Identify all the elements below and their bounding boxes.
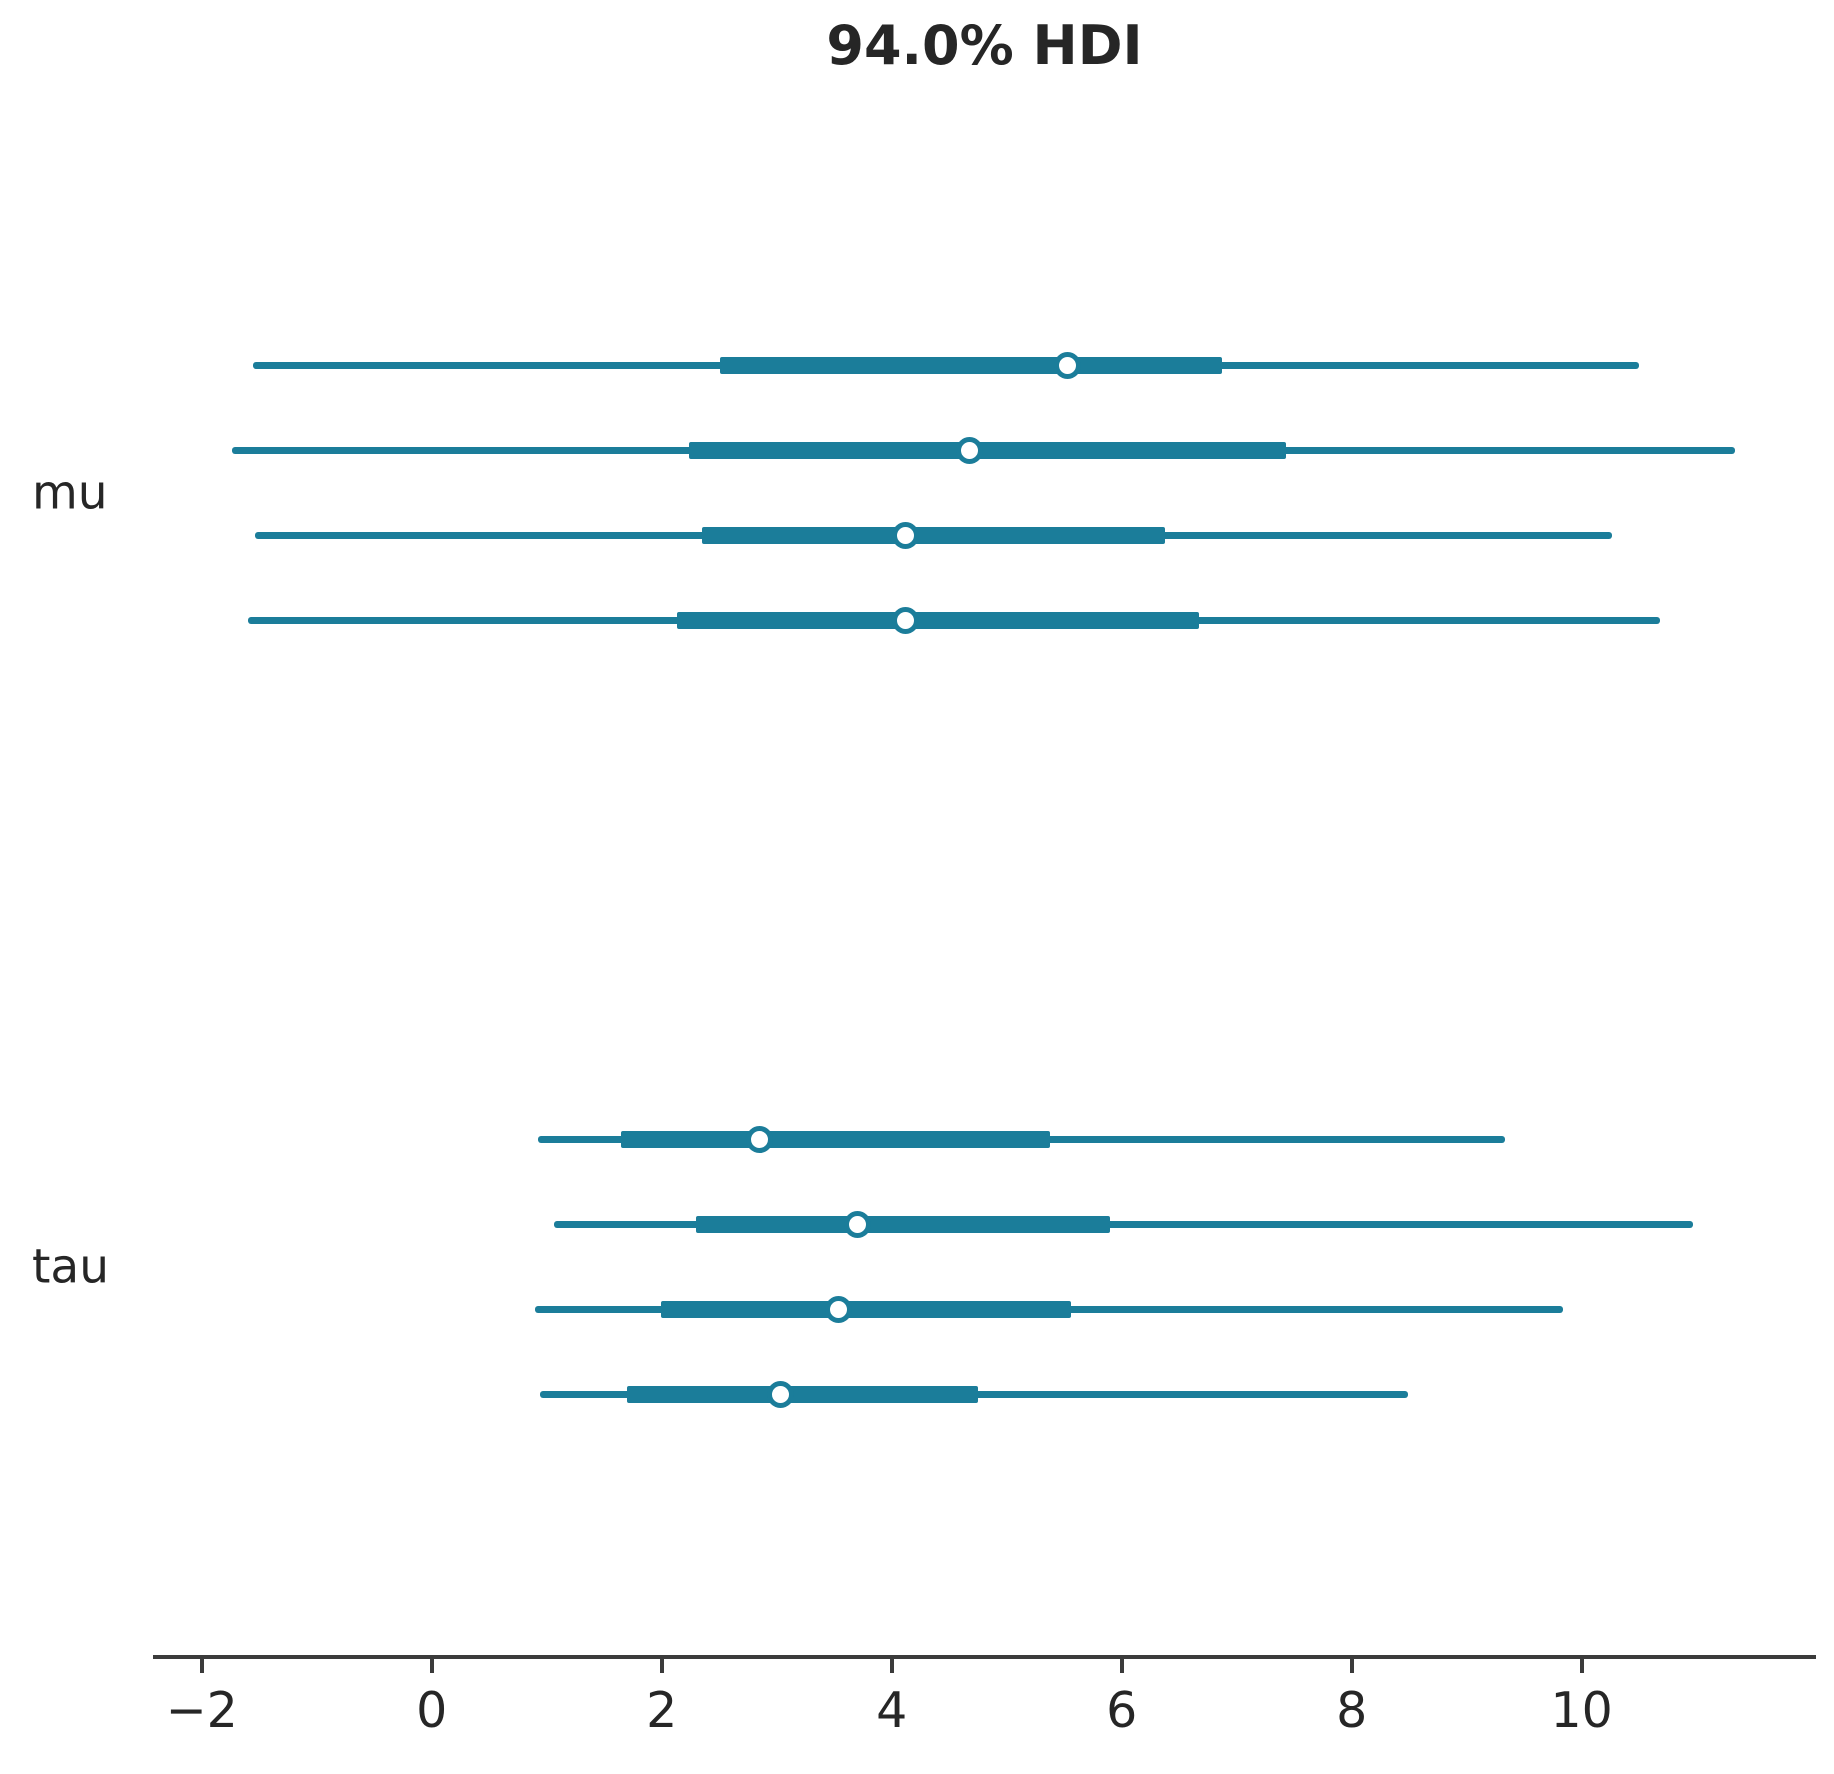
x-tick-label: 0 xyxy=(416,1682,448,1739)
median-marker-mu-chain3 xyxy=(892,606,919,634)
iqr-interval-mu-chain1 xyxy=(689,441,1287,459)
median-marker-mu-chain2 xyxy=(892,521,919,549)
x-tick-mark xyxy=(889,1659,894,1673)
iqr-interval-mu-chain2 xyxy=(701,526,1166,544)
median-marker-mu-chain0 xyxy=(1054,351,1082,379)
x-tick-label: 4 xyxy=(876,1682,908,1739)
x-tick-label: 2 xyxy=(646,1682,678,1739)
x-tick-mark xyxy=(659,1659,664,1673)
hdi-interval-tau-chain1 xyxy=(553,1220,1694,1228)
x-axis-line xyxy=(153,1655,1816,1659)
var-label-tau: tau xyxy=(32,1239,110,1294)
x-tick-mark xyxy=(1579,1659,1584,1673)
var-label-mu: mu xyxy=(32,465,108,520)
x-tick-label: −2 xyxy=(165,1682,238,1739)
median-marker-tau-chain1 xyxy=(843,1210,871,1238)
iqr-interval-tau-chain0 xyxy=(621,1130,1051,1148)
iqr-interval-tau-chain1 xyxy=(696,1215,1111,1233)
median-marker-mu-chain1 xyxy=(956,436,984,464)
median-marker-tau-chain0 xyxy=(745,1125,773,1153)
iqr-interval-tau-chain2 xyxy=(660,1300,1072,1318)
x-tick-mark xyxy=(1119,1659,1124,1673)
median-marker-tau-chain3 xyxy=(766,1380,794,1408)
iqr-interval-mu-chain3 xyxy=(676,611,1199,629)
iqr-interval-mu-chain0 xyxy=(720,356,1222,374)
median-marker-tau-chain2 xyxy=(825,1295,853,1323)
x-tick-mark xyxy=(1349,1659,1354,1673)
x-tick-label: 10 xyxy=(1550,1682,1613,1739)
plot-title: 94.0% HDI xyxy=(826,14,1143,77)
iqr-interval-tau-chain3 xyxy=(627,1385,978,1403)
x-tick-label: 8 xyxy=(1336,1682,1368,1739)
x-tick-mark xyxy=(429,1659,434,1673)
x-tick-mark xyxy=(199,1659,204,1673)
x-tick-label: 6 xyxy=(1106,1682,1138,1739)
